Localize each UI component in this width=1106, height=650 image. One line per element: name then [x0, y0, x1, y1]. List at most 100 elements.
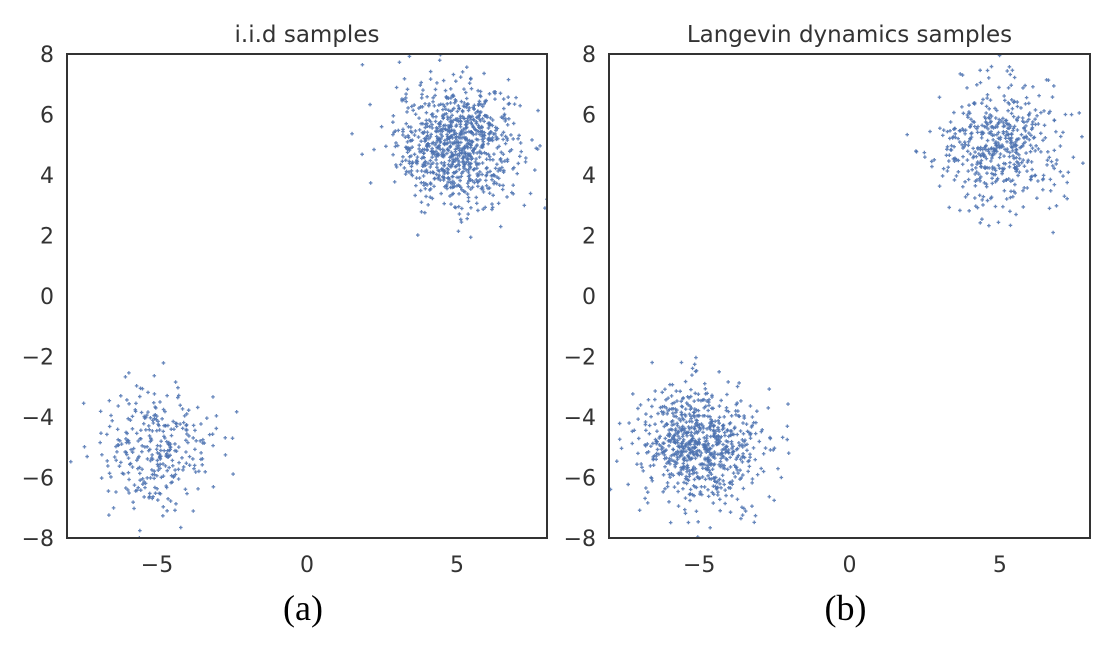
data-point	[1023, 83, 1027, 88]
data-point	[1001, 179, 1006, 183]
data-point	[214, 414, 219, 418]
data-point	[971, 146, 975, 151]
data-point	[644, 486, 648, 490]
data-point	[661, 410, 666, 415]
data-point	[128, 461, 133, 466]
data-point	[650, 360, 654, 365]
data-point	[453, 205, 458, 210]
data-point	[975, 126, 979, 131]
data-point	[172, 427, 176, 432]
data-point	[528, 191, 533, 196]
plot-frame	[608, 53, 1091, 539]
data-point	[977, 152, 981, 156]
data-point	[493, 166, 498, 171]
data-point	[124, 430, 128, 435]
data-point	[428, 77, 433, 81]
data-point	[730, 494, 734, 498]
data-point	[688, 492, 693, 496]
data-point	[421, 121, 425, 126]
data-point	[696, 398, 701, 402]
data-point	[412, 152, 417, 157]
data-point	[753, 457, 758, 462]
data-point	[1050, 164, 1055, 168]
data-point	[717, 477, 722, 482]
data-point	[1005, 69, 1010, 73]
data-point	[1000, 171, 1004, 176]
data-point	[107, 513, 111, 517]
y-tick-label: −4	[22, 406, 54, 431]
data-point	[726, 409, 731, 414]
data-point	[685, 394, 690, 399]
data-point	[468, 235, 473, 240]
data-point	[474, 195, 479, 200]
data-point	[983, 116, 988, 121]
data-point	[475, 174, 480, 178]
data-point	[491, 193, 495, 198]
data-point	[963, 142, 968, 147]
data-point	[663, 464, 667, 469]
data-point	[667, 472, 672, 477]
data-point	[686, 453, 690, 458]
data-point	[426, 103, 431, 108]
data-point	[140, 477, 145, 481]
data-point	[707, 450, 712, 455]
data-point	[688, 487, 693, 492]
data-point	[1001, 204, 1005, 209]
data-point	[676, 434, 680, 438]
data-point	[405, 87, 410, 92]
data-point	[696, 519, 700, 524]
data-point	[961, 184, 965, 189]
data-point	[500, 165, 504, 170]
data-point	[619, 446, 624, 451]
data-point	[1036, 147, 1041, 151]
data-point	[1052, 182, 1057, 187]
data-point	[435, 136, 440, 141]
data-point	[1029, 175, 1033, 179]
data-point	[699, 422, 704, 426]
data-point	[941, 166, 946, 171]
data-point	[1061, 130, 1065, 135]
data-point	[150, 429, 155, 433]
data-point	[702, 443, 706, 448]
data-point	[488, 116, 493, 120]
data-point	[718, 464, 723, 469]
data-point	[985, 171, 989, 175]
data-point	[710, 490, 715, 495]
data-point	[428, 69, 433, 74]
data-point	[941, 128, 946, 132]
data-point	[490, 207, 494, 212]
data-point	[667, 438, 672, 443]
data-point	[947, 205, 952, 210]
data-point	[164, 439, 169, 444]
data-point	[133, 409, 138, 414]
data-point	[460, 146, 464, 151]
data-point	[724, 408, 729, 413]
x-tick-label: −5	[683, 553, 715, 578]
data-point	[145, 457, 150, 461]
data-point	[496, 169, 500, 173]
data-point	[728, 465, 733, 469]
data-point	[454, 164, 458, 169]
data-point	[1004, 177, 1009, 182]
data-point	[999, 119, 1003, 123]
data-point	[457, 106, 461, 111]
data-point	[975, 160, 980, 164]
data-point	[456, 119, 461, 124]
data-point	[683, 379, 688, 384]
data-point	[661, 446, 665, 450]
data-point	[644, 428, 648, 433]
data-point	[722, 415, 727, 419]
data-point	[683, 476, 688, 481]
data-point	[115, 427, 120, 432]
data-point	[960, 162, 965, 167]
data-point	[989, 64, 994, 69]
data-point	[195, 405, 200, 410]
data-point	[446, 180, 450, 184]
data-point	[458, 136, 462, 140]
data-point	[449, 202, 453, 206]
data-point	[474, 144, 479, 148]
data-point	[464, 119, 468, 124]
data-point	[458, 75, 463, 79]
data-point	[692, 442, 697, 447]
